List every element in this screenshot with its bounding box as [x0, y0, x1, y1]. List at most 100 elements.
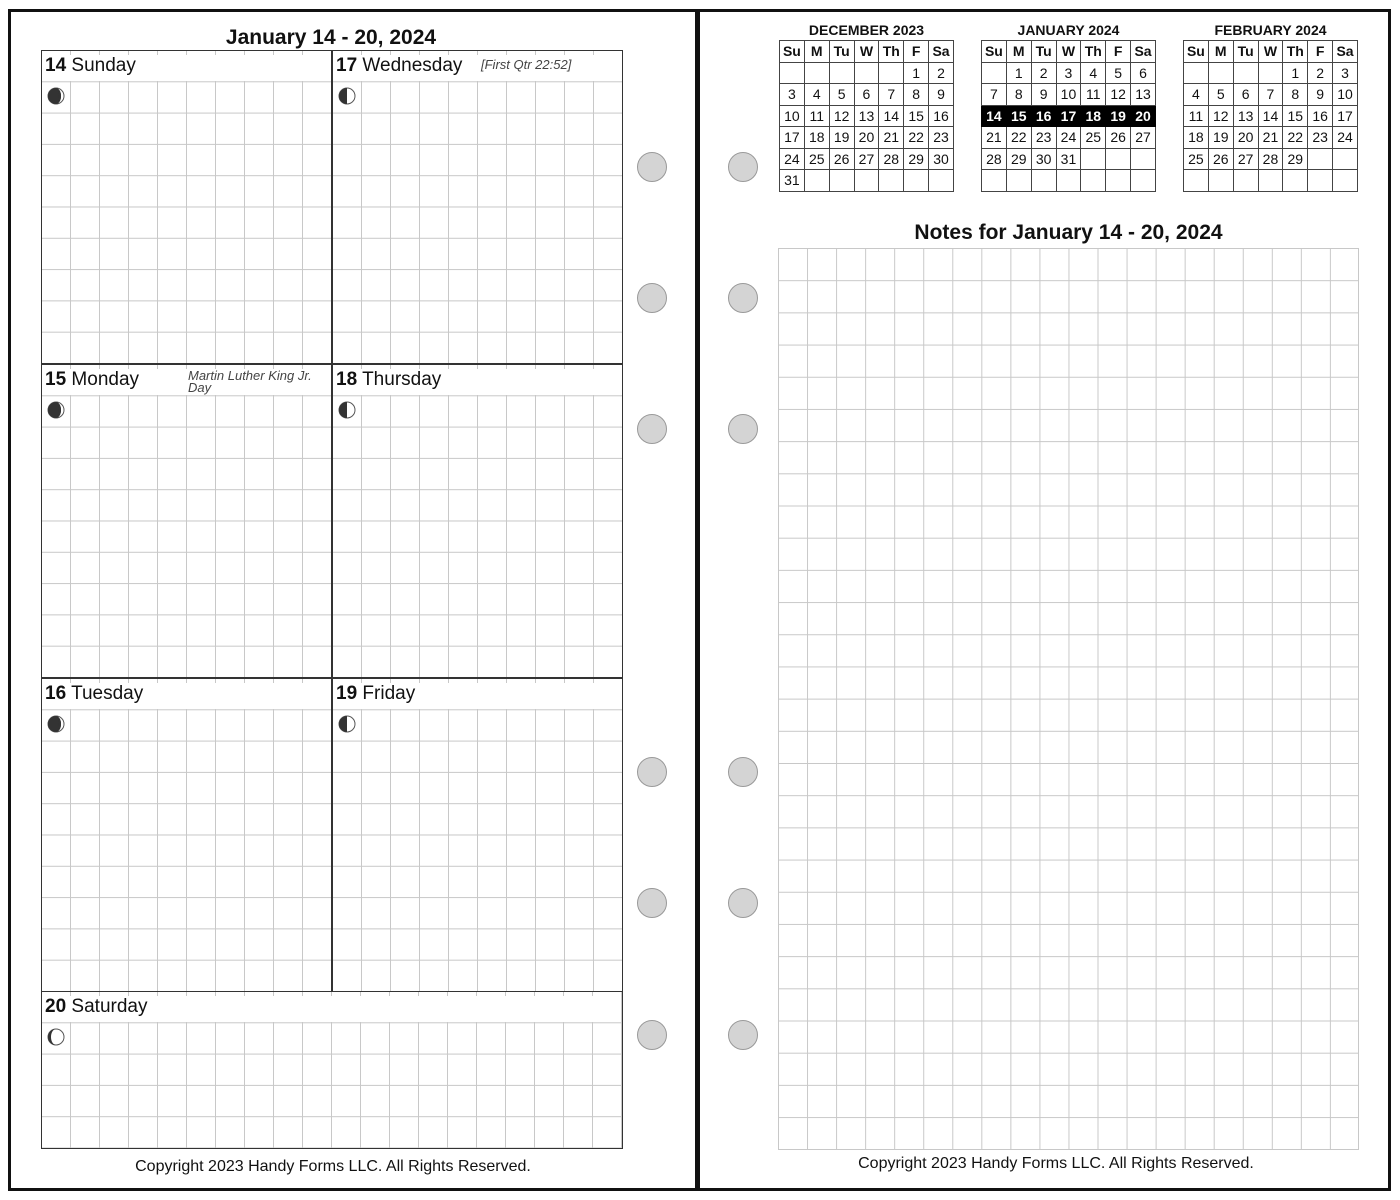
mini-calendar-day[interactable]: 14 — [981, 104, 1007, 127]
mini-calendar-day[interactable]: 21 — [981, 126, 1007, 149]
mini-calendar-day[interactable]: 11 — [803, 104, 830, 127]
mini-calendar-day[interactable]: 7 — [981, 83, 1007, 106]
mini-calendar-day[interactable]: 6 — [853, 83, 880, 106]
mini-calendar-day[interactable]: 16 — [1030, 104, 1057, 127]
mini-calendar-day[interactable]: 4 — [1183, 83, 1209, 106]
mini-calendar-day[interactable]: 26 — [1105, 126, 1132, 149]
mini-calendar-day[interactable]: 24 — [779, 147, 805, 170]
mini-calendar-day[interactable]: 13 — [1130, 83, 1156, 106]
day-box-tuesday[interactable]: 16 Tuesday — [41, 678, 332, 992]
mini-calendar-day[interactable]: 8 — [1005, 83, 1032, 106]
mini-calendar-day[interactable]: 6 — [1130, 61, 1156, 84]
mini-calendar-day[interactable]: 26 — [1207, 147, 1234, 170]
mini-calendar-day[interactable]: 15 — [1282, 104, 1309, 127]
mini-calendar-day[interactable]: 19 — [828, 126, 855, 149]
mini-calendar-day[interactable]: 15 — [1005, 104, 1032, 127]
mini-calendar-day[interactable]: 5 — [1105, 61, 1132, 84]
mini-calendar-day[interactable]: 13 — [853, 104, 880, 127]
day-box-monday[interactable]: 15 Monday Martin Luther King Jr. Day — [41, 364, 332, 678]
mini-calendar-day[interactable]: 28 — [1257, 147, 1284, 170]
mini-calendar-day[interactable]: 18 — [1080, 104, 1107, 127]
mini-calendar-day[interactable]: 31 — [779, 169, 805, 192]
mini-calendar-day[interactable]: 3 — [1055, 61, 1082, 84]
mini-calendar-day[interactable]: 21 — [878, 126, 905, 149]
mini-calendar-day[interactable]: 19 — [1105, 104, 1132, 127]
mini-calendar-day[interactable]: 17 — [1332, 104, 1358, 127]
mini-calendar-day[interactable]: 27 — [853, 147, 880, 170]
mini-calendar-day[interactable]: 3 — [779, 83, 805, 106]
mini-calendar-day[interactable]: 1 — [903, 61, 930, 84]
day-box-thursday[interactable]: 18 Thursday — [332, 364, 623, 678]
mini-calendar-day[interactable]: 1 — [1005, 61, 1032, 84]
mini-calendar-day[interactable]: 18 — [1183, 126, 1209, 149]
mini-calendar-day[interactable]: 14 — [1257, 104, 1284, 127]
mini-calendar-day[interactable]: 12 — [1105, 83, 1132, 106]
mini-calendar-day[interactable]: 24 — [1055, 126, 1082, 149]
mini-calendar-day[interactable]: 22 — [1282, 126, 1309, 149]
mini-calendar-day[interactable]: 22 — [903, 126, 930, 149]
mini-calendar-day[interactable]: 8 — [1282, 83, 1309, 106]
day-box-saturday[interactable]: 20 Saturday — [41, 991, 623, 1149]
mini-calendar-day[interactable]: 23 — [928, 126, 954, 149]
mini-calendar-day[interactable]: 7 — [878, 83, 905, 106]
mini-calendar-day[interactable]: 25 — [803, 147, 830, 170]
mini-calendar-day[interactable]: 1 — [1282, 61, 1309, 84]
mini-calendar-day[interactable]: 20 — [853, 126, 880, 149]
day-box-sunday[interactable]: 14 Sunday — [41, 50, 332, 364]
mini-calendar-day[interactable]: 29 — [1282, 147, 1309, 170]
mini-calendar-day[interactable]: 13 — [1232, 104, 1259, 127]
mini-calendar-day[interactable]: 9 — [928, 83, 954, 106]
mini-calendar-day[interactable]: 30 — [1030, 147, 1057, 170]
mini-calendar-day[interactable]: 17 — [779, 126, 805, 149]
mini-calendar-day[interactable]: 3 — [1332, 61, 1358, 84]
mini-calendar-day[interactable]: 6 — [1232, 83, 1259, 106]
mini-calendar-day[interactable]: 10 — [779, 104, 805, 127]
mini-calendar-day[interactable]: 23 — [1030, 126, 1057, 149]
mini-calendar-day[interactable]: 14 — [878, 104, 905, 127]
mini-calendar-day[interactable]: 9 — [1307, 83, 1334, 106]
mini-calendar-day[interactable]: 25 — [1183, 147, 1209, 170]
mini-calendar-day[interactable]: 18 — [803, 126, 830, 149]
mini-calendar-day[interactable]: 2 — [1030, 61, 1057, 84]
mini-calendar-day[interactable]: 16 — [1307, 104, 1334, 127]
mini-calendar-day — [981, 169, 1007, 192]
mini-calendar-day[interactable]: 10 — [1055, 83, 1082, 106]
day-box-wednesday[interactable]: 17 Wednesday [First Qtr 22:52] — [332, 50, 623, 364]
mini-calendar-day[interactable]: 29 — [903, 147, 930, 170]
mini-calendar-day[interactable]: 8 — [903, 83, 930, 106]
mini-calendar-day[interactable]: 9 — [1030, 83, 1057, 106]
mini-calendar-day[interactable]: 2 — [1307, 61, 1334, 84]
mini-calendar-day[interactable]: 11 — [1183, 104, 1209, 127]
mini-calendar-day[interactable]: 20 — [1130, 104, 1156, 127]
mini-calendar-day[interactable]: 31 — [1055, 147, 1082, 170]
mini-calendar-day[interactable]: 19 — [1207, 126, 1234, 149]
mini-calendar-day[interactable]: 7 — [1257, 83, 1284, 106]
mini-calendar-day[interactable]: 5 — [828, 83, 855, 106]
mini-calendar-day[interactable]: 28 — [981, 147, 1007, 170]
mini-calendar-day[interactable]: 15 — [903, 104, 930, 127]
mini-calendar-day[interactable]: 4 — [803, 83, 830, 106]
mini-calendar-day[interactable]: 4 — [1080, 61, 1107, 84]
mini-calendar-day[interactable]: 29 — [1005, 147, 1032, 170]
mini-calendar-day[interactable]: 27 — [1232, 147, 1259, 170]
mini-calendar-day[interactable]: 16 — [928, 104, 954, 127]
mini-calendar-day[interactable]: 28 — [878, 147, 905, 170]
mini-calendar-day[interactable]: 23 — [1307, 126, 1334, 149]
mini-calendar-day[interactable]: 20 — [1232, 126, 1259, 149]
mini-calendar-day[interactable]: 17 — [1055, 104, 1082, 127]
mini-calendar-day[interactable]: 22 — [1005, 126, 1032, 149]
mini-calendar-day[interactable]: 12 — [828, 104, 855, 127]
mini-calendar-day[interactable]: 21 — [1257, 126, 1284, 149]
mini-calendar-day[interactable]: 12 — [1207, 104, 1234, 127]
mini-calendar-day[interactable]: 27 — [1130, 126, 1156, 149]
mini-calendar-day[interactable]: 24 — [1332, 126, 1358, 149]
mini-calendar-day[interactable]: 5 — [1207, 83, 1234, 106]
day-box-friday[interactable]: 19 Friday — [332, 678, 623, 992]
mini-calendar-day[interactable]: 25 — [1080, 126, 1107, 149]
mini-calendar-day[interactable]: 2 — [928, 61, 954, 84]
notes-grid[interactable] — [778, 248, 1359, 1150]
mini-calendar-day[interactable]: 10 — [1332, 83, 1358, 106]
mini-calendar-day[interactable]: 11 — [1080, 83, 1107, 106]
mini-calendar-day[interactable]: 26 — [828, 147, 855, 170]
mini-calendar-day[interactable]: 30 — [928, 147, 954, 170]
